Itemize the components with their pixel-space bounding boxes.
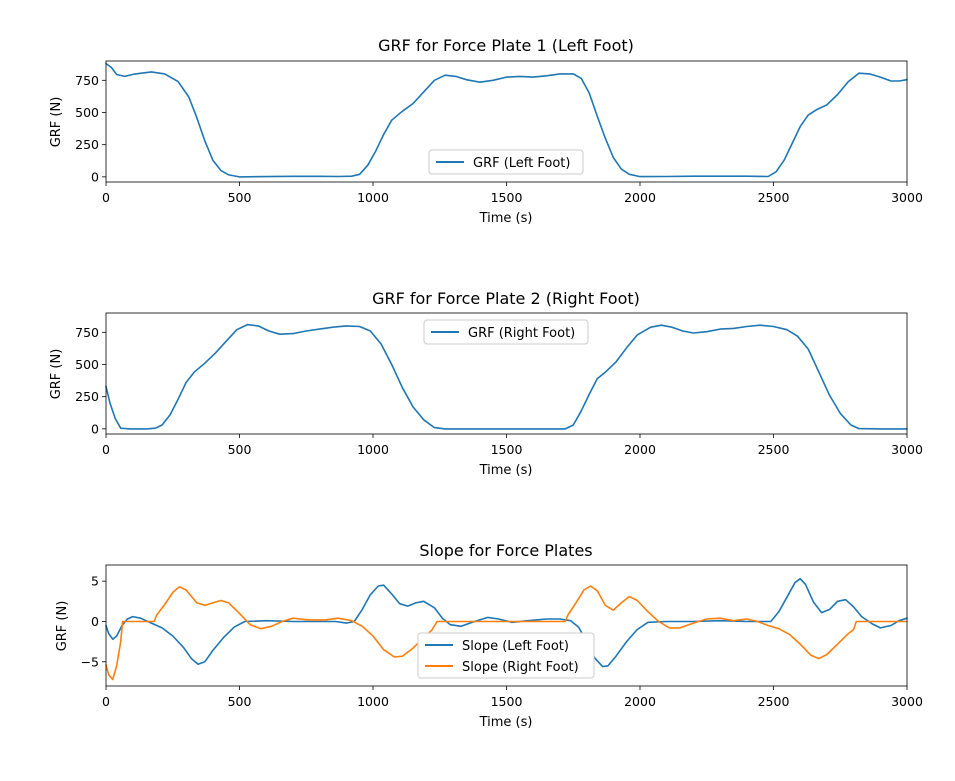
subplot-title: GRF for Force Plate 2 (Right Foot) bbox=[372, 289, 640, 308]
legend: GRF (Left Foot) bbox=[428, 149, 584, 175]
subplot-right-foot-grf: GRF for Force Plate 2 (Right Foot) Time … bbox=[49, 289, 923, 478]
x-tick-label: 2500 bbox=[758, 694, 790, 709]
y-tick-label: 750 bbox=[75, 325, 99, 340]
y-tick-label: 0 bbox=[91, 169, 99, 184]
y-tick-label: 250 bbox=[75, 137, 99, 152]
legend-box bbox=[417, 632, 595, 679]
y-tick-label: 750 bbox=[75, 73, 99, 88]
legend-label-slope-right: Slope (Right Foot) bbox=[462, 660, 579, 675]
y-tick-label: −5 bbox=[81, 654, 99, 669]
legend-box bbox=[428, 149, 584, 175]
x-tick-label: 1500 bbox=[491, 442, 523, 457]
y-tick-label: 0 bbox=[91, 614, 99, 629]
x-tick-label: 2000 bbox=[624, 190, 656, 205]
x-axis-label: Time (s) bbox=[479, 715, 533, 730]
x-tick-label: 3000 bbox=[891, 694, 923, 709]
y-tick-label: 5 bbox=[91, 574, 99, 589]
y-axis-label: GRF (N) bbox=[49, 349, 64, 400]
x-tick-label: 1000 bbox=[357, 442, 389, 457]
x-tick-label: 3000 bbox=[891, 442, 923, 457]
x-tick-label: 500 bbox=[228, 694, 252, 709]
subplot-slope: Slope for Force Plates Time (s) GRF (N) … bbox=[55, 541, 923, 730]
legend-label-left-foot: GRF (Left Foot) bbox=[473, 156, 570, 171]
legend-label-right-foot: GRF (Right Foot) bbox=[468, 326, 575, 341]
y-axis-label: GRF (N) bbox=[55, 601, 70, 652]
y-tick-label: 500 bbox=[75, 105, 99, 120]
x-axis-label: Time (s) bbox=[479, 463, 533, 478]
x-tick-label: 2000 bbox=[624, 442, 656, 457]
subplot-title: Slope for Force Plates bbox=[419, 541, 592, 560]
legend: Slope (Left Foot) Slope (Right Foot) bbox=[417, 632, 595, 679]
legend: GRF (Right Foot) bbox=[423, 319, 589, 345]
x-tick-label: 3000 bbox=[891, 190, 923, 205]
plot-area: 0 500 1000 1500 2000 2500 3000 0 250 500 750 bbox=[75, 60, 923, 205]
series-line-0 bbox=[105, 62, 908, 178]
legend-box bbox=[423, 319, 589, 345]
subplot-left-foot-grf: GRF for Force Plate 1 (Left Foot) Time (… bbox=[49, 36, 923, 226]
legend-label-slope-left: Slope (Left Foot) bbox=[462, 639, 569, 654]
x-tick-label: 1500 bbox=[491, 190, 523, 205]
series-line-0 bbox=[105, 323, 908, 430]
x-tick-label: 1000 bbox=[357, 190, 389, 205]
y-axis-label: GRF (N) bbox=[49, 97, 64, 148]
plot-area: 0 500 1000 1500 2000 2500 3000 0 250 500 750 bbox=[75, 312, 923, 457]
x-tick-label: 2000 bbox=[624, 694, 656, 709]
series-line-1 bbox=[105, 585, 908, 681]
x-axis-label: Time (s) bbox=[479, 211, 533, 226]
subplot-title: GRF for Force Plate 1 (Left Foot) bbox=[378, 36, 634, 55]
x-tick-label: 1500 bbox=[491, 694, 523, 709]
x-tick-label: 500 bbox=[228, 190, 252, 205]
plot-area: 0 500 1000 1500 2000 2500 3000 −5 0 5 bbox=[81, 564, 923, 709]
x-tick-label: 1000 bbox=[357, 694, 389, 709]
x-tick-label: 0 bbox=[102, 442, 110, 457]
x-tick-label: 0 bbox=[102, 190, 110, 205]
x-tick-label: 2500 bbox=[758, 442, 790, 457]
x-tick-label: 500 bbox=[228, 442, 252, 457]
x-tick-label: 0 bbox=[102, 694, 110, 709]
y-tick-label: 0 bbox=[91, 421, 99, 436]
x-tick-label: 2500 bbox=[758, 190, 790, 205]
y-tick-label: 500 bbox=[75, 357, 99, 372]
y-tick-label: 250 bbox=[75, 389, 99, 404]
